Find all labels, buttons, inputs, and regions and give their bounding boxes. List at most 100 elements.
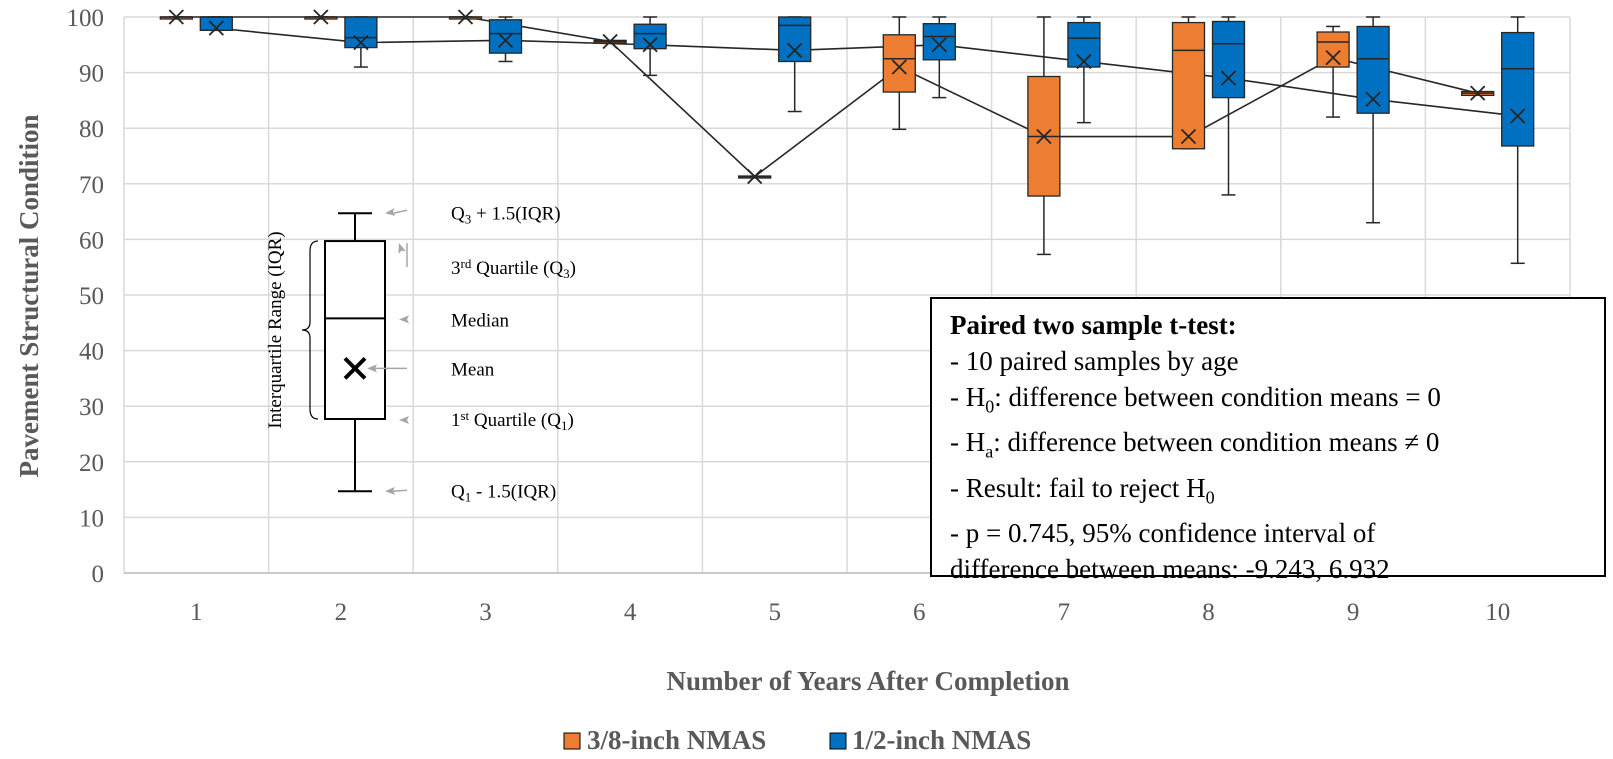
box-1-2-year-2 bbox=[344, 16, 378, 68]
box-3-8-year-6 bbox=[882, 16, 916, 131]
label-mean: Mean bbox=[451, 359, 495, 380]
box-body bbox=[922, 23, 956, 61]
box-1-2-year-8 bbox=[1211, 16, 1246, 196]
x-axis-title: Number of Years After Completion bbox=[667, 666, 1070, 696]
box-3-8-year-4 bbox=[593, 33, 627, 50]
lower-whisker-arrow-head bbox=[384, 486, 396, 495]
box-body bbox=[488, 19, 523, 54]
box-plots bbox=[159, 9, 1535, 265]
ttest-title: Paired two sample t-test: bbox=[950, 310, 1237, 340]
box-1-2-year-9 bbox=[1356, 16, 1390, 224]
box-1-2-year-3 bbox=[488, 16, 523, 63]
x-tick-label: 8 bbox=[1202, 599, 1215, 626]
box-1-2-year-6 bbox=[922, 16, 956, 99]
iqr-label: Interquartile Range (IQR) bbox=[265, 231, 286, 428]
y-tick-label: 40 bbox=[79, 339, 104, 366]
ttest-line-h0: - H0: difference between condition means… bbox=[950, 382, 1441, 417]
box-1-2-year-4 bbox=[633, 16, 667, 77]
mean-marker bbox=[787, 42, 803, 58]
mean-marker bbox=[1076, 53, 1092, 70]
box-body bbox=[1171, 21, 1206, 150]
mean-marker bbox=[168, 9, 184, 25]
iqr-brace bbox=[301, 240, 319, 420]
legend: 3/8-inch NMAS 1/2-inch NMAS bbox=[563, 725, 1031, 755]
x-tick-label: 6 bbox=[913, 599, 926, 626]
mean-marker bbox=[1036, 128, 1052, 145]
mean-marker bbox=[457, 9, 474, 25]
median-arrow-head bbox=[399, 315, 409, 324]
legend-swatch-1-2 bbox=[829, 732, 847, 750]
mean-marker bbox=[1325, 49, 1341, 66]
label-upper-whisker: Q3 + 1.5(IQR) bbox=[451, 203, 561, 226]
x-tick-label: 9 bbox=[1347, 599, 1360, 626]
box-3-8-year-1 bbox=[159, 9, 193, 25]
x-tick-label: 7 bbox=[1058, 599, 1071, 626]
mean-marker bbox=[497, 32, 514, 48]
x-tick-label: 1 bbox=[190, 599, 203, 626]
y-tick-label: 70 bbox=[79, 172, 104, 199]
y-tick-label: 30 bbox=[79, 394, 104, 421]
mean-marker bbox=[1510, 108, 1526, 124]
box-body bbox=[1501, 31, 1535, 147]
mean-marker bbox=[1220, 70, 1237, 86]
y-axis-ticks: 0 10 20 30 40 50 60 70 80 90 100 bbox=[67, 5, 105, 588]
box-3-8-year-5 bbox=[738, 168, 772, 185]
box-3-8-year-10 bbox=[1461, 85, 1495, 101]
x-tick-label: 3 bbox=[479, 599, 492, 626]
q3-arrow-head bbox=[398, 243, 406, 254]
legend-label-1-2: 1/2-inch NMAS bbox=[852, 725, 1031, 755]
explainer-box bbox=[324, 240, 386, 420]
mean-marker bbox=[931, 37, 947, 53]
legend-swatch-3-8 bbox=[563, 732, 581, 750]
mean-marker bbox=[353, 34, 369, 51]
y-tick-label: 50 bbox=[79, 283, 104, 310]
y-tick-label: 80 bbox=[79, 116, 104, 143]
mean-line-3-8 bbox=[176, 16, 1478, 178]
ttest-line-ha: - Ha: difference between condition means… bbox=[950, 427, 1440, 462]
mean-marker bbox=[642, 37, 658, 53]
box-body bbox=[1211, 20, 1246, 99]
q1-arrow-head bbox=[399, 415, 409, 424]
box-body bbox=[1316, 31, 1350, 68]
mean-lines bbox=[176, 16, 1518, 178]
mean-marker bbox=[602, 33, 618, 50]
box-1-2-year-1 bbox=[199, 16, 233, 36]
box-1-2-year-10 bbox=[1501, 16, 1535, 265]
upper-whisker-arrow-head bbox=[384, 207, 396, 216]
y-tick-label: 0 bbox=[92, 561, 105, 588]
mean-line-1-2 bbox=[216, 27, 1518, 117]
box-body bbox=[882, 34, 916, 93]
explainer-mean-marker bbox=[343, 356, 367, 380]
box-explainer: Interquartile Range (IQR) Q3 + 1.5(IQR) 3r… bbox=[265, 203, 576, 504]
label-q3: 3rd Quartile (Q3) bbox=[451, 256, 576, 281]
y-tick-label: 60 bbox=[79, 227, 104, 254]
x-tick-label: 10 bbox=[1485, 599, 1510, 626]
box-1-2-year-7 bbox=[1067, 16, 1101, 124]
upper-whisker-arrow-line bbox=[392, 209, 408, 215]
x-axis-ticks: 1 2 3 4 5 6 7 8 9 10 bbox=[190, 599, 1510, 626]
box-3-8-year-9 bbox=[1316, 25, 1350, 118]
y-tick-label: 20 bbox=[79, 450, 104, 477]
mean-marker bbox=[1365, 91, 1381, 107]
box-1-2-year-5 bbox=[778, 16, 812, 113]
mean-marker bbox=[313, 9, 329, 25]
mean-marker bbox=[891, 59, 907, 75]
ttest-line-result: - Result: fail to reject H0 bbox=[950, 472, 1215, 508]
y-tick-label: 100 bbox=[67, 5, 105, 32]
y-tick-label: 90 bbox=[79, 61, 104, 88]
box-body bbox=[633, 23, 667, 50]
box-3-8-year-7 bbox=[1027, 16, 1061, 256]
mean-marker bbox=[747, 168, 763, 185]
box-body bbox=[778, 16, 812, 63]
ttest-line-samples: - 10 paired samples by age bbox=[950, 346, 1239, 376]
ttest-line-ci: difference between means: -9.243, 6.932 bbox=[950, 554, 1390, 585]
box-3-8-year-8 bbox=[1171, 16, 1206, 150]
box-3-8-year-2 bbox=[304, 9, 338, 25]
mean-marker bbox=[1470, 85, 1486, 101]
x-tick-label: 5 bbox=[768, 599, 781, 626]
mean-arrow-head bbox=[367, 364, 377, 373]
mean-marker bbox=[1180, 128, 1197, 145]
y-axis-title: Pavement Structural Condition bbox=[14, 115, 44, 478]
lower-whisker-arrow-line bbox=[392, 489, 408, 493]
ttest-line-p: - p = 0.745, 95% confidence interval of bbox=[950, 518, 1376, 549]
